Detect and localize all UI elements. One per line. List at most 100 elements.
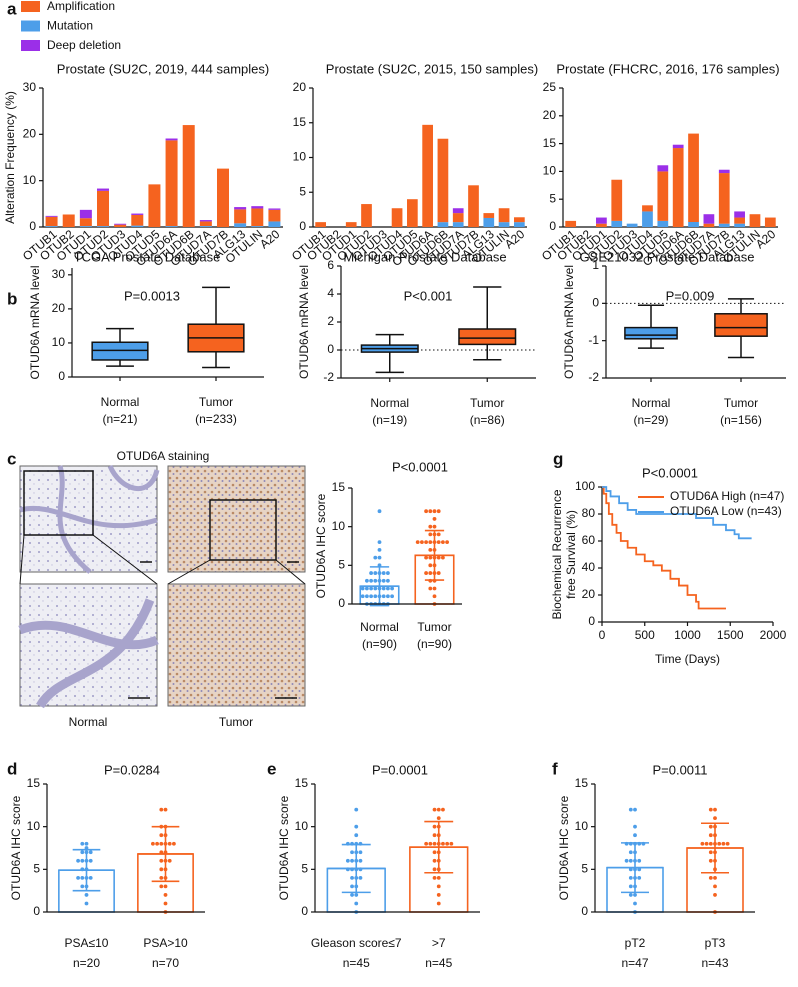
bar-segment — [718, 169, 730, 174]
chart-title: TCGA Prostate Database — [74, 249, 221, 264]
legend-label: OTUD6A High (n=47) — [670, 489, 784, 503]
data-point — [159, 875, 164, 880]
data-point — [365, 586, 369, 591]
y-tick-label: 0 — [549, 219, 556, 233]
sample-label: n=45 — [343, 956, 370, 970]
data-point — [428, 509, 433, 514]
data-point — [88, 875, 93, 880]
x-tick-label: >7 — [432, 936, 446, 950]
data-point — [88, 858, 93, 863]
data-point — [441, 555, 445, 560]
data-point — [369, 571, 373, 575]
data-point — [708, 807, 713, 812]
bar-segment — [468, 185, 479, 227]
bar-segment — [657, 165, 669, 172]
data-point — [432, 517, 437, 521]
y-tick-label: 0 — [338, 596, 345, 610]
sample-label: (n=86) — [470, 413, 505, 427]
y-axis-label: OTUD6A mRNA level — [297, 265, 311, 379]
data-point — [725, 841, 730, 846]
data-point — [373, 594, 378, 599]
y-tick-label: 0 — [581, 904, 588, 918]
bar-segment — [452, 213, 464, 223]
data-point — [628, 858, 633, 863]
y-tick-label: 0 — [301, 904, 308, 918]
bar-segment — [199, 220, 212, 222]
bar-segment — [642, 211, 653, 227]
data-point — [369, 586, 373, 591]
bar-segment — [611, 220, 623, 227]
data-point — [432, 850, 437, 855]
data-point — [84, 893, 89, 897]
data-point — [163, 901, 168, 906]
y-tick-label: -2 — [588, 370, 599, 384]
bar-segment — [437, 222, 449, 227]
y-tick-label: 0 — [327, 342, 334, 356]
bar-segment — [165, 138, 178, 141]
data-point — [386, 578, 390, 583]
data-point — [163, 893, 168, 897]
box — [624, 326, 678, 340]
data-point — [628, 875, 633, 880]
data-point — [633, 807, 637, 812]
sample-label: n=45 — [425, 956, 452, 970]
data-point — [449, 841, 454, 846]
x-tick-label: pT2 — [625, 936, 646, 950]
y-tick-label: 20 — [582, 587, 596, 601]
image-label: Tumor — [219, 715, 253, 729]
data-point — [373, 571, 378, 575]
y-tick-label: 30 — [52, 267, 66, 281]
y-tick-label: 15 — [575, 776, 589, 790]
y-tick-label: 2 — [327, 314, 334, 328]
box — [714, 313, 768, 337]
y-tick-label: 80 — [582, 506, 596, 520]
data-point — [345, 858, 350, 863]
data-point — [80, 858, 85, 863]
image-tumor-high — [167, 583, 306, 707]
y-tick-label: 10 — [52, 335, 66, 349]
legend-label: Mutation — [47, 19, 93, 33]
data-point — [373, 578, 378, 583]
p-value: P<0.0001 — [392, 459, 448, 474]
data-point — [436, 532, 441, 537]
data-point — [428, 563, 433, 568]
x-tick-label: Tumor — [417, 620, 451, 634]
data-point — [358, 850, 363, 855]
data-point — [713, 884, 717, 889]
sample-label: n=43 — [701, 956, 728, 970]
bar-segment — [657, 171, 669, 221]
data-point — [365, 578, 369, 583]
data-point — [76, 858, 80, 863]
data-point — [700, 841, 705, 846]
y-tick-label: 4 — [327, 286, 334, 300]
data-point — [172, 841, 176, 846]
data-point — [354, 824, 359, 829]
bar-segment — [422, 124, 433, 227]
data-point — [708, 875, 713, 880]
bar-segment — [97, 190, 109, 227]
x-tick-label: Tumor — [199, 395, 233, 409]
data-point — [80, 841, 85, 846]
data-point — [80, 875, 85, 880]
sample-label: n=20 — [73, 956, 100, 970]
panel-label: e — [267, 759, 276, 778]
x-tick-label: PSA≤10 — [65, 936, 109, 950]
data-point — [432, 824, 437, 829]
bar-segment — [498, 208, 510, 223]
data-point — [163, 807, 168, 812]
legend-swatch — [21, 1, 40, 12]
data-point — [708, 824, 713, 829]
bar-segment — [234, 207, 247, 210]
y-tick-label: 100 — [575, 479, 595, 493]
data-point — [373, 586, 378, 591]
bar-segment — [483, 217, 495, 227]
x-tick-label: PSA>10 — [143, 936, 188, 950]
bar-segment — [688, 221, 699, 227]
x-tick-label: Tumor — [470, 396, 504, 410]
data-point — [84, 901, 89, 906]
y-tick-label: 0 — [29, 219, 36, 233]
panel-label: b — [7, 289, 17, 308]
data-point — [354, 893, 359, 897]
x-tick-label: Tumor — [724, 396, 758, 410]
survival-curve — [602, 486, 752, 540]
